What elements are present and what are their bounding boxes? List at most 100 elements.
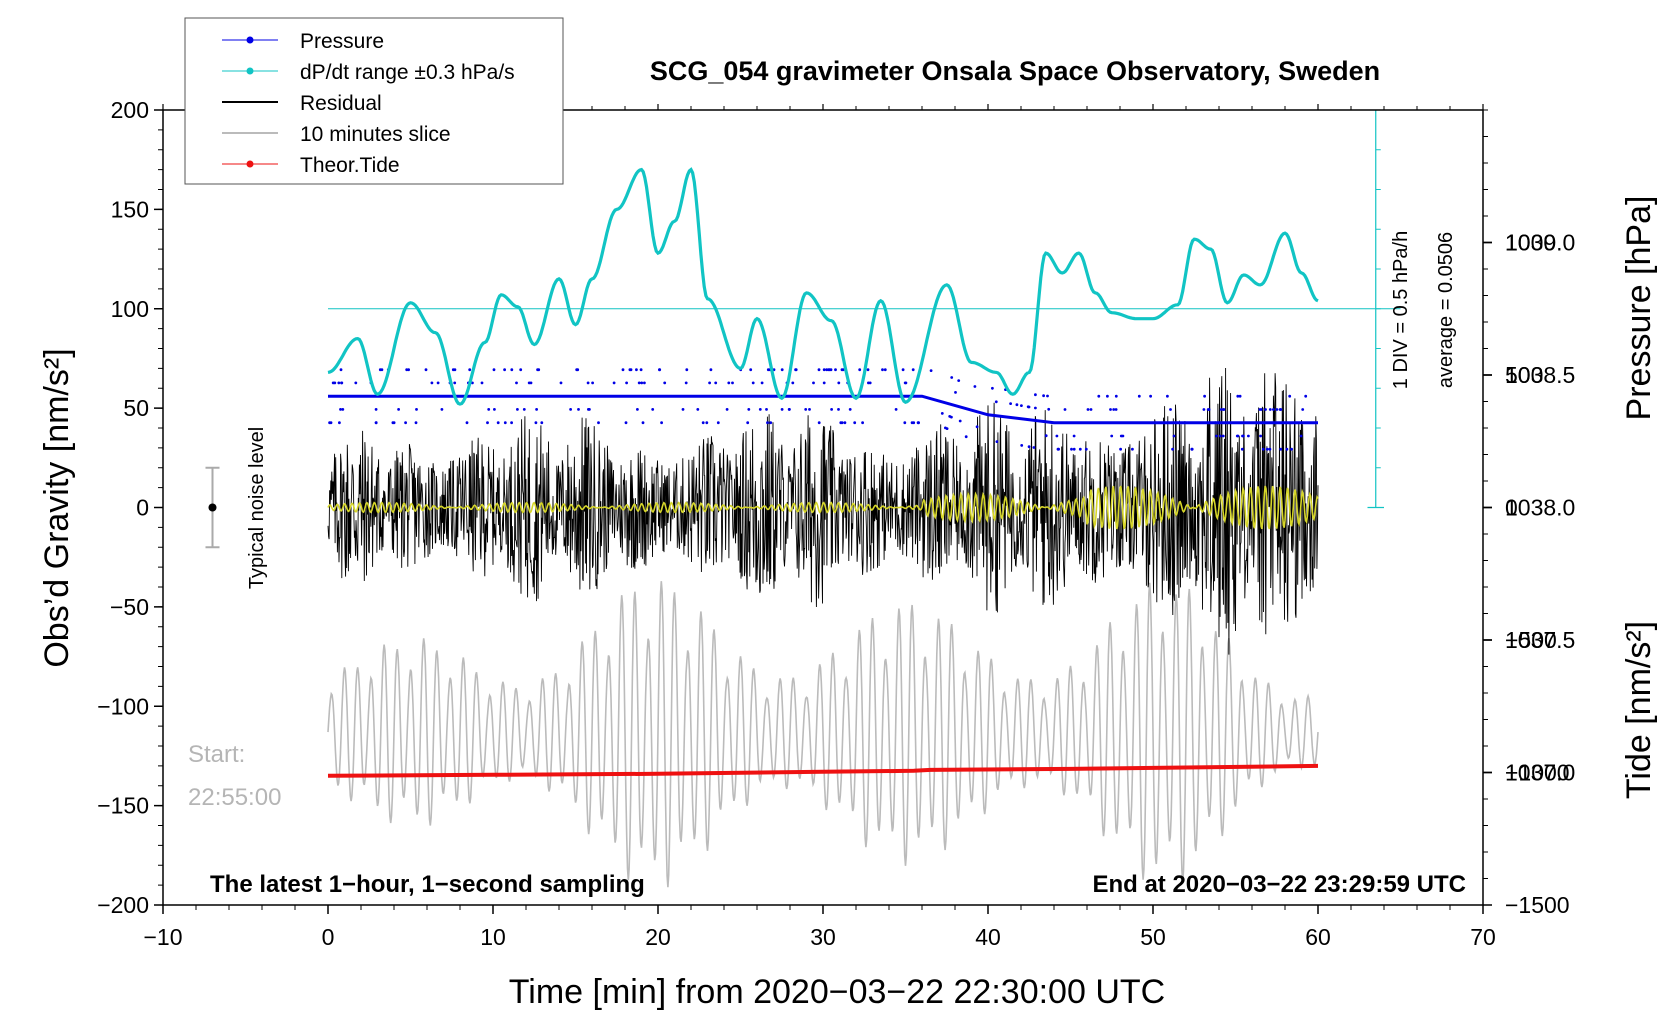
pressure-dot [751,381,755,385]
pressure-dot [975,425,979,429]
pressure-dot [705,421,709,425]
x-tick-label: 50 [1140,924,1166,950]
legend-residual-label: Residual [300,92,382,115]
y-tide-tick-label: 500 [1505,362,1543,388]
y-left-tick-label: 150 [111,196,149,222]
legend-pressure-marker [246,36,254,44]
pressure-dot [1027,445,1031,449]
pressure-dot [430,381,434,385]
pressure-dot [612,381,616,385]
y-pressure-tick-label: 1037.0 [1505,760,1575,786]
pressure-dot [424,368,428,372]
pressure-dot [817,421,821,425]
pressure-dot [991,386,994,390]
pressure-dot [339,408,342,411]
y-axis-pressure-title: Pressure [hPa] [1620,196,1658,421]
pressure-dot [1221,408,1225,411]
pressure-dot [746,421,750,425]
pressure-dot [1206,408,1210,411]
pressure-dot [940,412,944,415]
chart-title: SCG_054 gravimeter Onsala Space Observat… [650,56,1380,86]
pressure-dot [812,381,815,385]
pressure-dot [696,408,700,411]
pressure-dot [329,421,333,425]
pressure-dot [709,368,713,372]
pressure-dot [636,408,639,411]
pressure-dot [1238,394,1242,398]
pressure-dot [1242,434,1245,438]
pressure-dot [1084,447,1088,451]
pressure-dot [780,408,784,411]
pressure-dot [901,368,905,372]
pressure-dot [1203,394,1206,398]
y-pressure-tick-label: 1038.0 [1505,495,1575,521]
x-tick-label: −10 [143,924,182,950]
pressure-dot [1057,447,1060,451]
pressure-dot [496,421,500,425]
end-time-note: End at 2020−03−22 23:29:59 UTC [1092,871,1466,898]
pressure-dot [867,381,870,385]
pressure-dot [708,381,711,385]
pressure-dot [1109,408,1112,411]
pressure-dot [597,421,600,425]
pressure-dot [1304,394,1308,398]
pressure-dot [440,408,444,411]
pressure-dot [1089,408,1093,411]
pressure-dot [822,381,826,385]
pressure-dot [911,368,915,372]
pressure-dot [339,368,343,372]
pressure-dot [1236,434,1240,438]
x-tick-label: 70 [1470,924,1496,950]
y-axis-left-title: Obs’d Gravity [nm/s²] [38,348,76,667]
pressure-dot [839,421,843,425]
x-tick-label: 40 [975,924,1001,950]
y-pressure-tick-label: 1038.5 [1505,362,1575,388]
pressure-dot [1169,408,1172,411]
pressure-dot [577,408,580,411]
pressure-dot [848,408,852,411]
pressure-dot [540,421,544,425]
pressure-dot [1009,402,1012,405]
pressure-dot [1026,405,1030,409]
pressure-dot [480,381,484,385]
pressure-dot [769,421,773,425]
pressure-dot [1072,434,1076,438]
pressure-dot [903,421,907,425]
pressure-dot [817,368,821,372]
pressure-dot [639,368,643,372]
noise-center-dot [208,503,217,512]
pressure-dot [1288,394,1292,398]
ten-minute-slice-line [327,581,1319,888]
pressure-dot [954,391,957,394]
pressure-dot [894,408,898,411]
slice-start-time: 22:55:00 [188,784,281,811]
pressure-dot [651,408,655,411]
pressure-dot [1106,394,1109,398]
y-left-tick-label: −150 [97,793,149,819]
pressure-dot [1279,408,1283,411]
pressure-dot [716,421,720,425]
pressure-dot [391,421,395,425]
pressure-dot [510,421,513,425]
y-pressure-tick-label: 1037.5 [1505,627,1575,653]
pressure-dot [1078,447,1082,451]
y-left-tick-label: −100 [97,693,149,719]
pressure-dot [929,369,933,372]
pressure-dot [791,381,795,385]
pressure-dot [436,381,440,385]
pressure-dot [780,368,784,372]
y-tide-tick-label: −500 [1505,627,1557,653]
pressure-dot [1097,394,1101,398]
pressure-dot [904,381,908,385]
axes-layer: −10 0 10 20 30 40 50 60 70200150100500−50−100−15… [97,97,1575,950]
pressure-dot [1275,408,1279,411]
pressure-dot [749,368,753,372]
pressure-dot [1112,408,1116,411]
pressure-dot [1149,394,1152,398]
pressure-dot [1114,394,1118,398]
pressure-dot [569,408,572,411]
series-layer [205,109,1401,888]
pressure-dot [1114,408,1118,411]
pressure-dot [404,421,407,425]
pressure-dot [950,376,954,379]
